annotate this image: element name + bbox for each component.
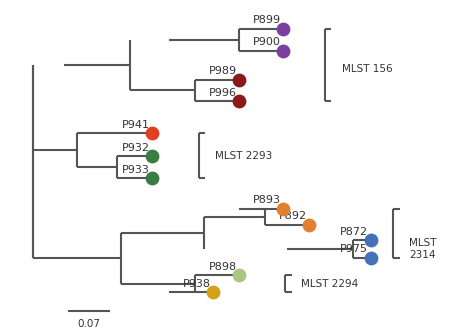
Point	[367, 255, 374, 260]
Point	[279, 26, 287, 32]
Text: P900: P900	[253, 37, 281, 47]
Point	[148, 154, 155, 159]
Point	[236, 77, 243, 82]
Point	[279, 206, 287, 211]
Text: P932: P932	[121, 143, 149, 153]
Text: 0.07: 0.07	[78, 319, 101, 329]
Text: P989: P989	[209, 66, 237, 76]
Point	[209, 289, 217, 295]
Point	[148, 130, 155, 136]
Text: P938: P938	[183, 279, 211, 289]
Text: P933: P933	[121, 165, 149, 175]
Text: P996: P996	[209, 88, 237, 98]
Text: P898: P898	[209, 262, 237, 272]
Text: MLST 2294: MLST 2294	[301, 279, 359, 289]
Text: P899: P899	[253, 15, 281, 26]
Text: P872: P872	[340, 227, 368, 237]
Point	[279, 48, 287, 53]
Point	[148, 175, 155, 181]
Text: MLST
2314: MLST 2314	[409, 238, 437, 260]
Point	[236, 272, 243, 278]
Point	[236, 99, 243, 104]
Text: P975: P975	[340, 244, 368, 254]
Text: P941: P941	[121, 120, 149, 130]
Text: P893: P893	[253, 195, 281, 205]
Point	[305, 222, 313, 227]
Text: MLST 156: MLST 156	[342, 64, 392, 74]
Text: P892: P892	[279, 211, 307, 221]
Text: MLST 2293: MLST 2293	[215, 152, 273, 161]
Point	[367, 238, 374, 243]
